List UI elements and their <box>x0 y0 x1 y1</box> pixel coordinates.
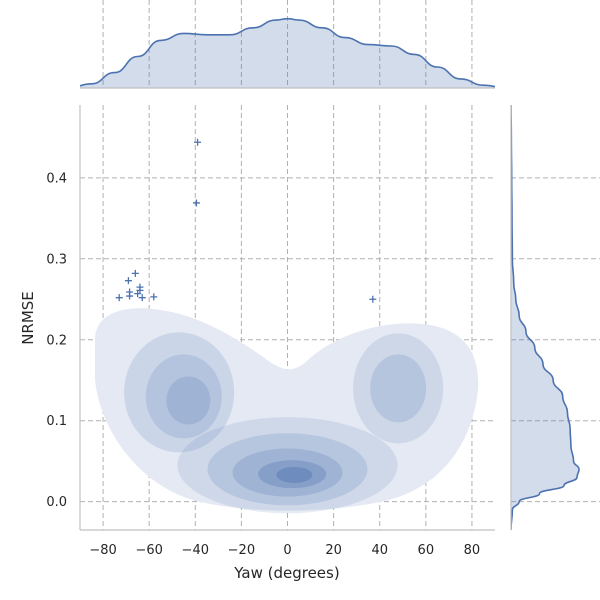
outlier-points <box>115 138 377 303</box>
y-tick-label: 0.1 <box>46 414 67 429</box>
data-point <box>124 277 132 285</box>
x-tick-label: −60 <box>135 543 162 558</box>
density-level <box>166 376 211 425</box>
x-axis-title: Yaw (degrees) <box>233 564 339 582</box>
density-level <box>276 466 313 483</box>
x-tick-label: 40 <box>371 543 388 558</box>
density-level <box>258 460 327 489</box>
density-level <box>353 333 444 444</box>
data-point <box>126 292 134 300</box>
density-base-region <box>95 308 479 511</box>
data-point <box>134 290 142 298</box>
right-marginal-kde <box>511 105 580 530</box>
y-tick-label: 0.3 <box>46 252 67 267</box>
y-tick-labels: 0.0 0.1 0.2 0.3 0.4 <box>46 171 67 510</box>
x-tick-label: 80 <box>464 543 481 558</box>
density-level <box>177 417 398 514</box>
kde-density-fill <box>95 308 479 514</box>
data-point <box>131 269 139 277</box>
top-marginal-grid <box>102 0 473 88</box>
x-tick-label: 20 <box>325 543 342 558</box>
x-tick-label: −40 <box>182 543 209 558</box>
data-point <box>115 294 123 302</box>
y-tick-label: 0.4 <box>46 171 67 186</box>
density-level <box>207 433 368 506</box>
y-tick-label: 0.0 <box>46 495 67 510</box>
right-kde-line <box>511 105 580 530</box>
x-tick-label: −80 <box>89 543 116 558</box>
x-tick-labels: −80 −60 −40 −20 0 20 40 60 80 <box>89 543 480 558</box>
top-kde-line <box>80 17 495 88</box>
x-tick-label: −20 <box>228 543 255 558</box>
top-kde-fill <box>80 18 495 88</box>
data-point <box>194 138 202 146</box>
density-level <box>232 448 343 497</box>
density-level <box>145 354 222 439</box>
density-level <box>124 332 235 453</box>
density-level <box>370 354 427 423</box>
data-point <box>192 199 200 207</box>
data-point <box>369 295 377 303</box>
y-tick-label: 0.2 <box>46 333 67 348</box>
x-tick-label: 0 <box>283 543 291 558</box>
data-point <box>138 294 146 302</box>
top-marginal-kde <box>80 17 495 88</box>
data-point <box>150 293 158 301</box>
right-kde-fill <box>511 105 579 530</box>
x-tick-label: 60 <box>418 543 435 558</box>
right-marginal-grid <box>511 177 600 503</box>
y-axis-title: NRMSE <box>19 291 37 345</box>
